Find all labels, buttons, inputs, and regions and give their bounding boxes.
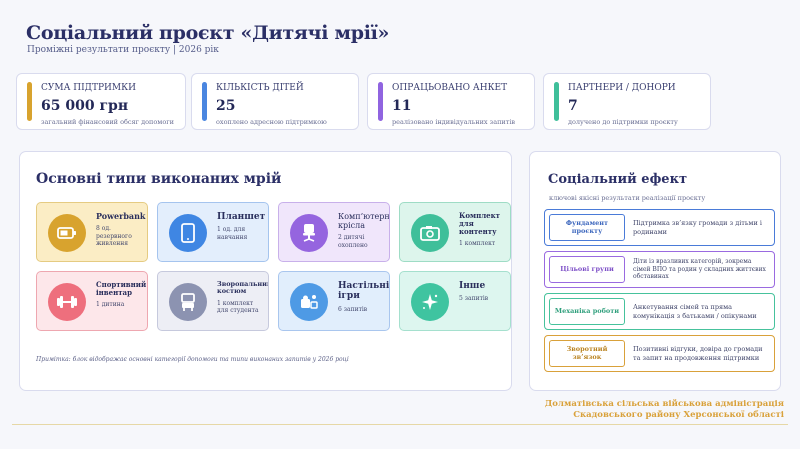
page-title: Соціальний проєкт «Дитячі мрії» [26,22,390,44]
kpi-label: СУМА ПІДТРИМКИ [41,83,136,93]
tile-chairs: Комп’ютерні крісла 2 дитячі охоплено [278,202,390,262]
puzzle-icon [290,283,328,321]
tile-costume: Зворопальний костюм 1 комплект для студе… [157,271,269,331]
panel-note: Примітка: блок відображає основні катего… [36,356,349,363]
kpi-note: долучено до підтримки проєкту [568,118,678,126]
tile-desc: 6 запитів [338,305,368,313]
page-subtitle: Проміжні результати проєкту | 2026 рік [27,45,219,55]
main-panel: Основні типи виконаних мрій Powerbank 8 … [19,151,512,391]
effect-tag: Механіка роботи [549,298,625,325]
effect-item: Фундамент проєкту Підтримка зв’язку гром… [544,209,775,246]
tile-desc: 1 комплект для студента [217,299,259,315]
kpi-card-partners: ПАРТНЕРИ / ДОНОРИ 7 долучено до підтримк… [543,73,711,130]
kpi-label: КІЛЬКІСТЬ ДІТЕЙ [216,83,304,93]
tile-desc: 8 од. резервного живлення [96,225,132,248]
effect-item: Механіка роботи Анкетування сімей та пря… [544,293,775,330]
tile-name: Спортивний інвентар [96,280,147,298]
kpi-label: ПАРТНЕРИ / ДОНОРИ [568,83,676,93]
effect-tag: Фундамент проєкту [549,214,625,241]
tile-name: Інше [459,281,486,291]
tile-desc: 1 комплект [459,240,496,248]
footer-line-2: Скадовського району Херсонської області [573,410,784,421]
tile-name: Комп’ютерні крісла [338,212,390,231]
effect-text: Позитивні відгуки, довіра до громади та … [633,345,763,362]
tile-name: Powerbank [96,211,146,221]
dumbbell-icon [48,283,86,321]
kpi-note: реалізовано індивідуальних запитів [392,118,516,126]
kpi-accent-bar [27,82,32,121]
battery-icon [48,214,86,252]
kpi-accent-bar [554,82,559,121]
effect-text: Діти із вразливих категорій, зокрема сім… [633,257,766,281]
kpi-value: 65 000 грн [41,98,129,114]
tile-name: Комплект для контенту [459,211,501,237]
side-subtitle: ключові якісні результати реалізації про… [549,194,706,202]
tile-board-games: Настільні ігри 6 запитів [278,271,390,331]
tile-tablet: Планшет 1 од. для навчання [157,202,269,262]
effect-tag: Зворотний зв’язок [549,340,625,367]
tile-sports: Спортивний інвентар 1 дитина [36,271,148,331]
tile-name: Планшет [217,212,266,222]
kpi-card-sum: СУМА ПІДТРИМКИ 65 000 грн загальний фіна… [16,73,186,130]
effect-item: Зворотний зв’язок Позитивні відгуки, дов… [544,335,775,372]
sparkle-icon [411,283,449,321]
tile-name: Настільні ігри [338,281,390,302]
kpi-value: 7 [568,98,578,114]
tile-other: Інше 5 запитів [399,271,511,331]
effect-text: Підтримка зв’язку громади з дітьми і род… [633,219,762,236]
kpi-note: охоплено адресною підтримкою [216,118,327,126]
tile-powerbank: Powerbank 8 од. резервного живлення [36,202,148,262]
kpi-accent-bar [378,82,383,121]
tile-desc: 1 од. для навчання [217,226,248,241]
kpi-value: 11 [392,98,412,114]
social-effect-panel: Соціальний ефект ключові якісні результа… [529,151,781,391]
camera-icon [411,214,449,252]
kpi-label: ОПРАЦЬОВАНО АНКЕТ [392,83,508,93]
kpi-note: загальний фінансовий обсяг допомоги [41,118,174,126]
footer-divider [12,424,788,425]
tile-content-kit: Комплект для контенту 1 комплект [399,202,511,262]
effect-tag: Цільові групи [549,256,625,283]
tile-name: Зворопальний костюм [217,280,269,296]
kpi-value: 25 [216,98,236,114]
panel-title: Основні типи виконаних мрій [36,171,282,187]
footer-line-1: Долматівська сільська військова адмініст… [544,399,784,409]
kpi-accent-bar [202,82,207,121]
effect-item: Цільові групи Діти із вразливих категорі… [544,251,775,288]
kpi-card-children: КІЛЬКІСТЬ ДІТЕЙ 25 охоплено адресною під… [191,73,359,130]
chair-icon [290,214,328,252]
footer-org: Долматівська сільська військова адмініст… [545,399,784,422]
tile-desc: 2 дитячі охоплено [338,234,368,249]
tile-desc: 1 дитина [96,301,125,309]
side-title: Соціальний ефект [548,172,688,187]
effect-text: Анкетування сімей та пряма комунікація з… [633,303,757,320]
tablet-icon [169,214,207,252]
costume-icon [169,283,207,321]
tile-desc: 5 запитів [459,295,489,303]
kpi-card-forms: ОПРАЦЬОВАНО АНКЕТ 11 реалізовано індивід… [367,73,535,130]
